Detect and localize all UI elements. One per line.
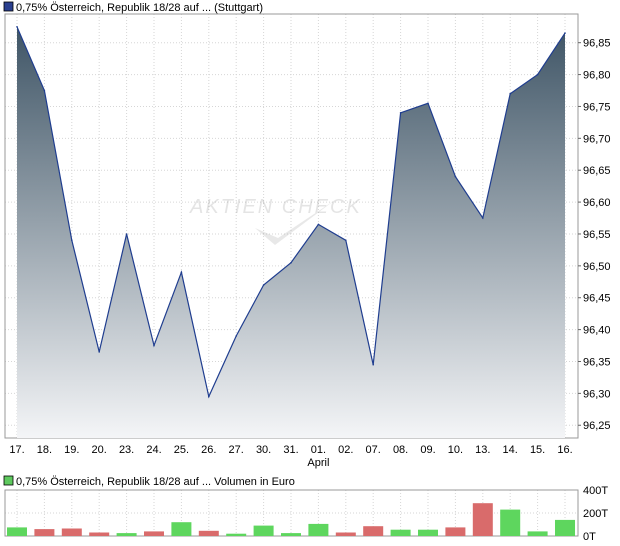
y-tick-label: 96,30 [583, 388, 611, 400]
price-point [536, 73, 539, 76]
price-point [399, 112, 402, 114]
volume-y-tick-label: 200T [583, 508, 608, 520]
volume-bar [308, 523, 329, 536]
x-tick-label: 30. [256, 444, 271, 456]
price-point [262, 284, 265, 286]
y-tick-label: 96,50 [583, 261, 611, 273]
volume-bar [363, 526, 384, 536]
volume-legend-swatch [3, 475, 14, 486]
y-tick-label: 96,45 [583, 293, 611, 305]
price-point [98, 351, 100, 353]
x-tick-label: 08. [393, 444, 408, 456]
volume-bar [171, 522, 192, 536]
x-tick-label: 13. [475, 444, 490, 456]
volume-bar [390, 529, 411, 536]
x-tick-label: 14. [503, 444, 518, 456]
volume-bar [7, 527, 27, 536]
volume-bar [61, 528, 82, 536]
x-tick-label: 01. [311, 444, 326, 456]
volume-bar [226, 533, 247, 536]
volume-bar [198, 530, 219, 536]
price-point [564, 32, 566, 34]
volume-y-tick-label: 400T [583, 485, 608, 497]
volume-bar [144, 531, 164, 536]
price-legend-label: 0,75% Österreich, Republik 18/28 auf ...… [16, 2, 263, 14]
volume-bar [281, 533, 301, 536]
price-point [509, 92, 512, 95]
y-tick-label: 96,25 [583, 420, 611, 432]
volume-bar [500, 509, 521, 536]
y-tick-label: 96,85 [583, 38, 611, 50]
x-tick-label: 09. [420, 444, 435, 456]
volume-bar [472, 503, 493, 536]
x-tick-label: 02. [338, 444, 353, 456]
x-tick-label: 17. [9, 444, 24, 456]
x-tick-label: 20. [92, 444, 107, 456]
volume-bar [116, 533, 137, 536]
x-tick-label: 31. [283, 444, 298, 456]
x-tick-label: 24. [146, 444, 161, 456]
price-area-layer [16, 26, 566, 439]
price-legend: 0,75% Österreich, Republik 18/28 auf ...… [3, 1, 263, 14]
price-point [482, 217, 484, 219]
price-point [16, 26, 18, 28]
price-point [208, 395, 210, 398]
price-point [235, 335, 237, 337]
volume-bars [7, 503, 575, 536]
price-y-axis: 96,85 96,80 96,75 96,70 96,65 96,60 96,55 96,50… [578, 38, 611, 432]
volume-bar [253, 525, 274, 536]
y-tick-label: 96,40 [583, 325, 611, 337]
x-tick-label: 19. [64, 444, 79, 456]
y-tick-label: 96,70 [583, 133, 611, 145]
watermark-text: AKTIEN CHECK [189, 196, 362, 218]
volume-bar [527, 531, 548, 536]
x-tick-label: 18. [37, 444, 52, 456]
volume-legend-label: 0,75% Österreich, Republik 18/28 auf ...… [16, 476, 295, 488]
y-tick-label: 96,60 [583, 197, 611, 209]
price-legend-swatch [3, 1, 14, 12]
price-point [372, 363, 375, 366]
y-tick-label: 96,65 [583, 165, 611, 177]
volume-bar [555, 519, 575, 536]
price-point [454, 175, 457, 178]
x-month-label: April [307, 457, 329, 469]
y-tick-label: 96,80 [583, 70, 611, 82]
x-axis: 17. 18. 19. 20. 23. 24. 25. 26. 27. 30. 31. 01. 02. 0… [9, 444, 572, 469]
price-point [43, 89, 46, 92]
volume-y-axis: 400T 200T 0T [583, 485, 608, 543]
price-point [125, 233, 128, 235]
price-point [317, 223, 320, 226]
volume-legend: 0,75% Österreich, Republik 18/28 auf ...… [3, 475, 295, 488]
y-tick-label: 96,55 [583, 229, 611, 241]
price-point [427, 102, 429, 105]
watermark: AKTIEN CHECK [189, 196, 362, 245]
x-tick-label: 25. [174, 444, 189, 456]
x-tick-label: 15. [530, 444, 545, 456]
price-area-fill [17, 26, 565, 439]
volume-bar [89, 532, 110, 536]
y-tick-label: 96,75 [583, 101, 611, 113]
x-tick-label: 27. [229, 444, 244, 456]
price-point [180, 271, 183, 274]
volume-bar [335, 532, 356, 536]
price-point [71, 239, 73, 242]
x-tick-label: 16. [557, 444, 572, 456]
x-tick-label: 26. [201, 444, 216, 456]
price-point [345, 239, 347, 242]
y-tick-label: 96,35 [583, 356, 611, 368]
price-point [290, 261, 292, 264]
volume-bar [418, 529, 438, 536]
x-tick-label: 07. [366, 444, 381, 456]
x-tick-label: 23. [119, 444, 134, 456]
volume-y-tick-label: 0T [583, 531, 596, 543]
x-tick-label: 10. [448, 444, 463, 456]
volume-bar [445, 527, 466, 536]
price-point [153, 344, 155, 347]
volume-bar [34, 529, 55, 536]
